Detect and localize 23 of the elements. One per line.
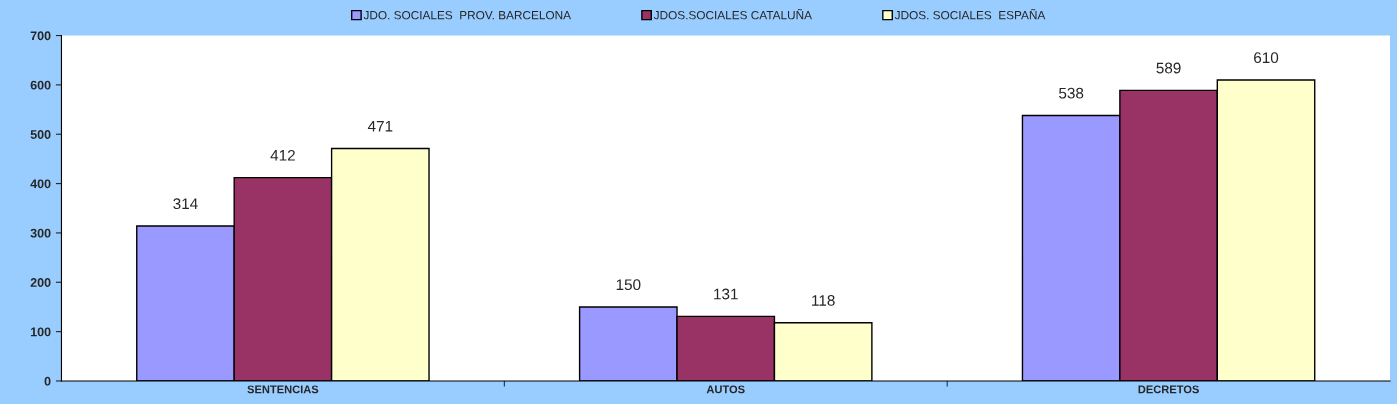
y-tick-label: 500: [30, 130, 51, 139]
data-label: 471: [367, 120, 393, 132]
y-tick-label: 200: [30, 278, 51, 287]
y-tick-label: 300: [30, 228, 51, 238]
y-tick-label: 400: [30, 179, 51, 189]
data-label: 150: [616, 279, 641, 291]
data-label: 118: [812, 295, 835, 306]
x-tick-label: SENTENCIAS: [247, 385, 319, 394]
y-tick-label: 0: [44, 376, 51, 386]
data-label: 314: [173, 198, 198, 210]
data-label: 589: [1156, 62, 1181, 74]
x-tick-label: AUTOS: [706, 385, 745, 394]
data-label: 538: [1059, 87, 1084, 99]
y-tick-label: 700: [30, 31, 51, 41]
data-label: 610: [1254, 52, 1279, 64]
data-label: 131: [714, 288, 738, 300]
y-tick-label: 100: [30, 327, 51, 337]
legend-label: JDOS.SOCIALES CATALUÑA: [653, 8, 812, 20]
legend-label: JDOS. SOCIALES ESPAÑA: [894, 8, 1046, 20]
data-label: 412: [270, 149, 295, 161]
y-tick-label: 600: [30, 80, 51, 90]
x-tick-label: DECRETOS: [1138, 385, 1199, 394]
legend-label: JDO. SOCIALES PROV. BARCELONA: [363, 11, 571, 20]
